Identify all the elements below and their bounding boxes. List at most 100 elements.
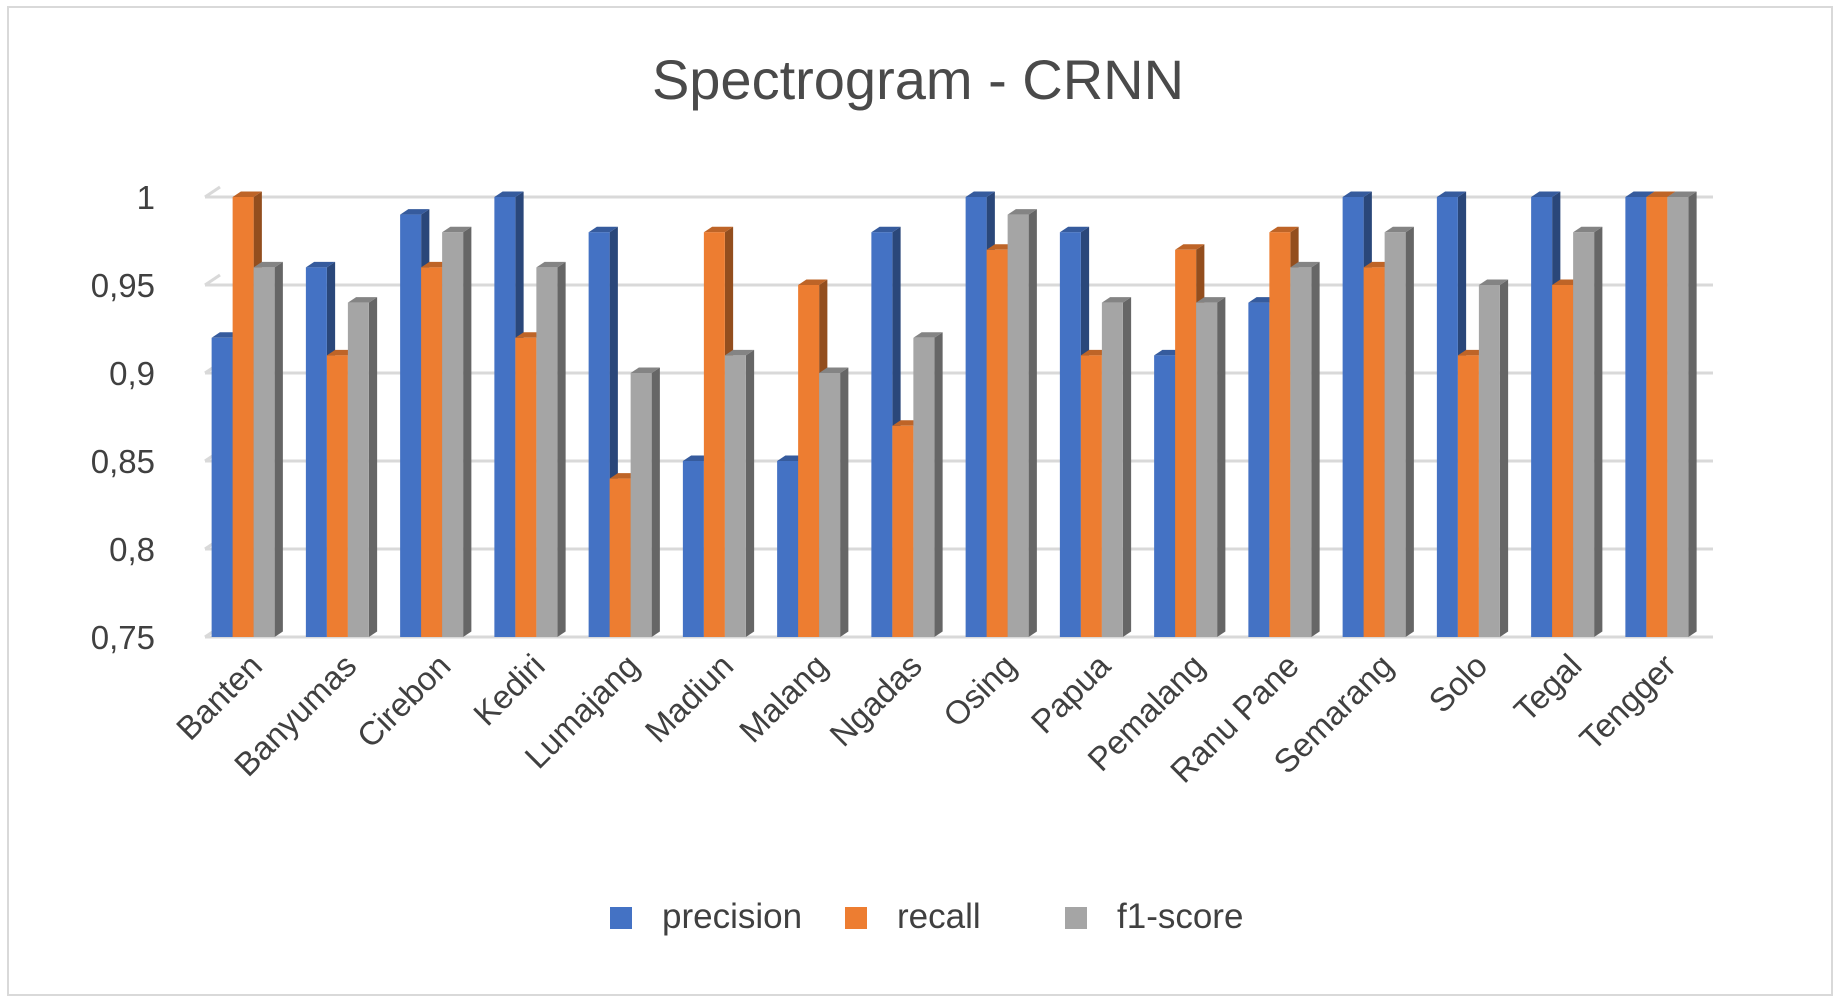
bar: [1573, 226, 1603, 637]
legend-swatch: [1065, 907, 1087, 929]
bar-top: [232, 191, 262, 197]
bar: [1290, 261, 1320, 637]
y-tick-label: 1: [137, 179, 155, 216]
bar-top: [871, 226, 901, 233]
bar: [1007, 209, 1037, 637]
bar-front: [1080, 355, 1102, 637]
bar-front: [515, 337, 537, 637]
bar-front: [819, 373, 841, 637]
bar-front: [1269, 232, 1291, 637]
bar-side: [1594, 226, 1603, 637]
bar-front: [1290, 267, 1312, 637]
bar: [1478, 279, 1509, 637]
bar-top: [253, 261, 283, 268]
bar-top: [494, 191, 524, 197]
bar-top: [724, 349, 755, 356]
legend: precision recall f1-score: [610, 897, 1243, 936]
legend-swatch: [845, 907, 867, 929]
bar-top: [1342, 191, 1372, 197]
bar-top: [1667, 191, 1697, 197]
legend-label: recall: [897, 897, 981, 936]
legend-swatch: [610, 907, 632, 929]
bar-front: [1531, 197, 1553, 637]
bar-front: [1248, 302, 1270, 637]
bar-front: [305, 267, 327, 637]
bar-top: [305, 261, 336, 268]
bar-front: [965, 197, 987, 637]
bar-side: [1499, 279, 1509, 637]
gridline-depth: [204, 185, 221, 199]
bar-front: [1457, 355, 1479, 637]
bar-top: [1478, 279, 1509, 285]
legend-label: f1-score: [1117, 897, 1243, 936]
bar-front: [892, 425, 914, 637]
bar-top: [1101, 297, 1132, 303]
bar-top: [1384, 226, 1414, 233]
bar-top: [1573, 226, 1603, 233]
bar-front: [442, 232, 464, 637]
bar-top: [1625, 191, 1655, 197]
bar-front: [630, 373, 652, 637]
chart-title: Spectrogram - CRNN: [652, 48, 1184, 111]
bar-front: [1552, 285, 1574, 637]
bar-top: [1436, 191, 1467, 197]
bar-front: [1667, 197, 1689, 637]
bar-front: [703, 232, 725, 637]
bar-top: [1269, 226, 1299, 233]
bar-side: [1688, 191, 1697, 637]
bar-front: [1573, 232, 1595, 637]
bar-side: [557, 261, 566, 637]
bar-side: [1405, 226, 1414, 637]
bar-top: [1007, 209, 1037, 215]
y-tick-label: 0,8: [109, 531, 155, 568]
bar-front: [1154, 355, 1176, 637]
bar-front: [400, 214, 422, 637]
bar-front: [1101, 302, 1123, 637]
bar-front: [724, 355, 746, 637]
bar-top: [1531, 191, 1561, 197]
bar-front: [682, 461, 704, 637]
bar-top: [1059, 226, 1090, 233]
bar-top: [442, 226, 472, 233]
bar: [253, 261, 283, 637]
x-tick-label: Cirebon: [350, 647, 458, 755]
y-tick-label: 0,95: [91, 267, 155, 304]
bar: [724, 349, 755, 637]
legend-label: precision: [662, 897, 802, 936]
bar-side: [840, 367, 849, 637]
bar-side: [1311, 261, 1320, 637]
bar-front: [1436, 197, 1458, 637]
bar-side: [1028, 209, 1037, 637]
bar: [1101, 297, 1132, 637]
bar-front: [913, 337, 935, 637]
bar: [536, 261, 566, 637]
y-tick-label: 0,75: [91, 619, 155, 656]
y-axis-ticks: 0,75 0,8 0,85 0,9 0,95 1: [91, 179, 155, 656]
x-tick-label: Papua: [1024, 646, 1118, 740]
bar-side: [934, 332, 943, 637]
bar-top: [536, 261, 566, 268]
bar-front: [1478, 285, 1500, 637]
bar: [347, 297, 378, 637]
bar-front: [798, 285, 820, 637]
bar: [1384, 226, 1414, 637]
bar-front: [1625, 197, 1647, 637]
bar-front: [1384, 232, 1406, 637]
bars: [211, 191, 1697, 638]
x-tick-label: Tengger: [1572, 647, 1682, 757]
x-tick-label: Tegal: [1507, 647, 1589, 729]
bar-top: [1290, 261, 1320, 268]
bar-front: [986, 249, 1008, 638]
x-tick-label: Ngadas: [822, 647, 929, 754]
bar-front: [1175, 249, 1197, 638]
bar-side: [274, 261, 283, 637]
bar-front: [1059, 232, 1081, 637]
bar-top: [400, 209, 430, 215]
bar-side: [463, 226, 472, 637]
bar-front: [253, 267, 275, 637]
bar-front: [536, 267, 558, 637]
bar-top: [965, 191, 995, 197]
bar-front: [494, 197, 516, 637]
